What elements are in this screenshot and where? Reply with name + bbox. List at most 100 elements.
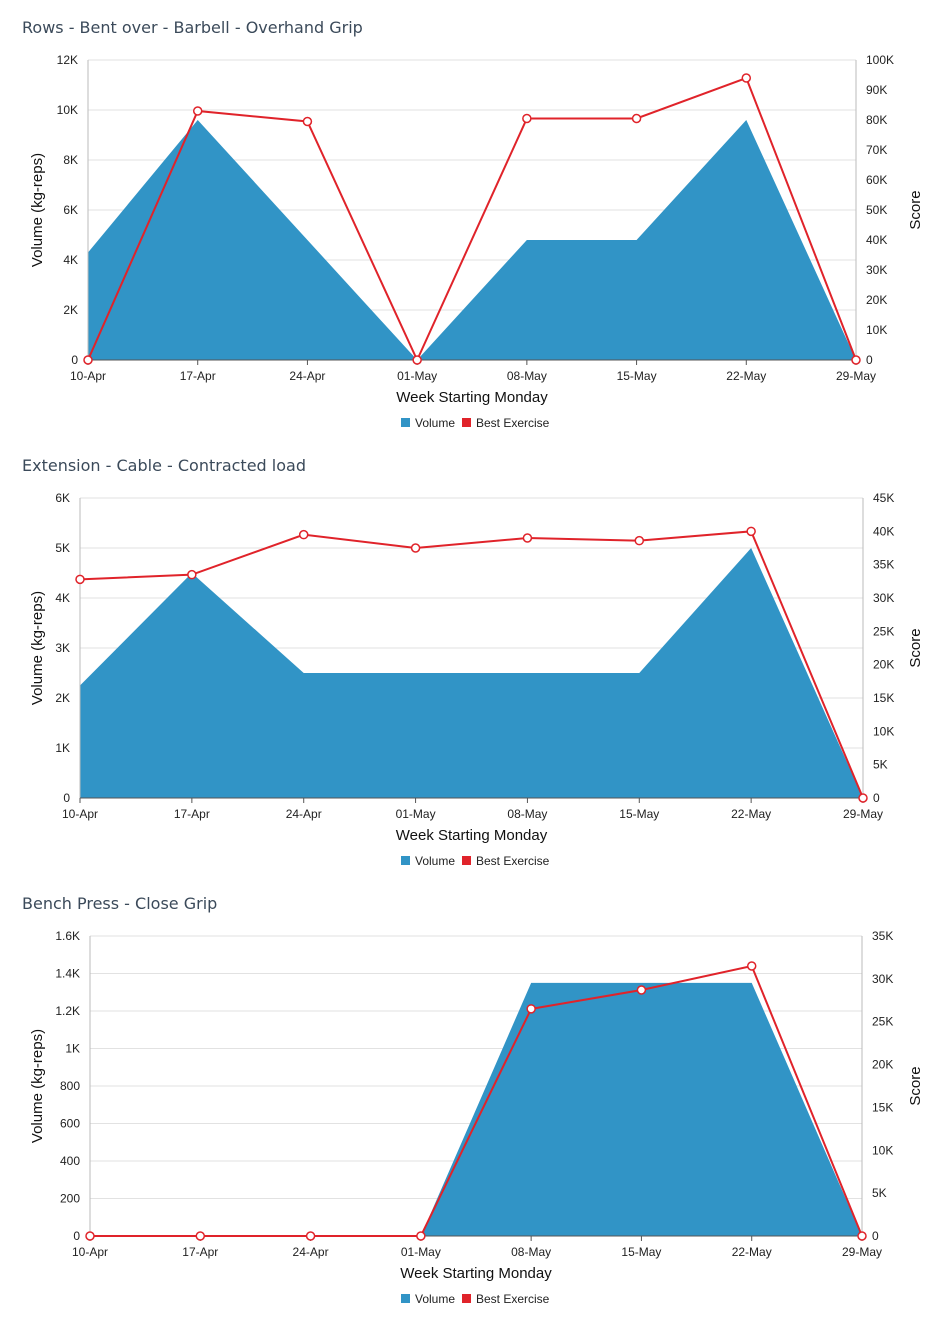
y2-tick-label: 0 [872, 1229, 879, 1243]
best-exercise-point [85, 1231, 95, 1241]
chart-title: Extension - Cable - Contracted load [22, 456, 306, 475]
legend-best-exercise-swatch [462, 418, 471, 427]
x-tick-label: 01-May [396, 807, 436, 821]
x-axis-title: Week Starting Monday [396, 827, 548, 844]
x-tick-label: 10-Apr [70, 369, 106, 383]
x-tick-label: 01-May [397, 369, 437, 383]
chart-title: Bench Press - Close Grip [22, 894, 218, 913]
x-tick-label: 22-May [732, 1245, 772, 1259]
best-exercise-point [634, 535, 645, 546]
best-exercise-point [302, 116, 313, 127]
legend-volume-swatch [401, 856, 410, 865]
x-tick-label: 22-May [731, 807, 771, 821]
y-tick-label: 2K [55, 691, 70, 705]
y2-tick-label: 30K [872, 972, 893, 986]
y-tick-label: 1.6K [55, 929, 80, 943]
y-tick-label: 12K [57, 53, 78, 67]
y2-tick-label: 70K [866, 143, 887, 157]
y2-axis-title: Score [907, 190, 924, 229]
y-tick-label: 8K [63, 153, 78, 167]
x-tick-label: 24-Apr [286, 807, 322, 821]
y2-axis-title: Score [907, 1066, 924, 1105]
y-axis-title: Volume (kg-reps) [29, 1029, 46, 1143]
chart-title: Rows - Bent over - Barbell - Overhand Gr… [22, 18, 363, 37]
x-tick-label: 24-Apr [289, 369, 325, 383]
best-exercise-point [636, 985, 647, 995]
y-tick-label: 1.4K [55, 967, 80, 981]
y2-tick-label: 25K [873, 624, 894, 638]
y2-tick-label: 60K [866, 173, 887, 187]
x-tick-label: 10-Apr [72, 1245, 108, 1259]
y-tick-label: 1K [55, 741, 70, 755]
y-axis-title: Volume (kg-reps) [29, 153, 46, 267]
legend-best-exercise-label: Best Exercise [476, 416, 550, 430]
y-tick-label: 6K [55, 491, 70, 505]
y2-tick-label: 40K [873, 524, 894, 538]
y2-tick-label: 20K [873, 658, 894, 672]
y2-tick-label: 0 [866, 353, 873, 367]
best-exercise-point [851, 355, 861, 365]
best-exercise-point [522, 113, 532, 124]
x-tick-label: 08-May [507, 807, 547, 821]
y2-tick-label: 40K [866, 233, 887, 247]
legend-best-exercise-label: Best Exercise [476, 854, 550, 868]
y2-tick-label: 15K [872, 1100, 893, 1114]
legend-best-exercise-label: Best Exercise [476, 1292, 550, 1306]
volume-area [80, 548, 863, 798]
best-exercise-point [83, 355, 93, 365]
x-tick-label: 17-Apr [174, 807, 210, 821]
y2-tick-label: 50K [866, 203, 887, 217]
x-tick-label: 15-May [617, 369, 657, 383]
best-exercise-point [410, 543, 421, 553]
best-exercise-line [90, 964, 863, 1237]
y2-tick-label: 90K [866, 83, 887, 97]
legend-volume-swatch [401, 1294, 410, 1303]
y-tick-label: 6K [63, 203, 78, 217]
best-exercise-point [305, 1231, 316, 1241]
y2-tick-label: 35K [872, 929, 893, 943]
best-exercise-point [858, 793, 868, 803]
best-exercise-point [631, 113, 642, 124]
y2-tick-label: 100K [866, 53, 894, 67]
y-tick-label: 4K [55, 591, 70, 605]
chart-svg: 0 200 400 600 800 1K 1.2K 1.4K 1.6K 0 5K 10K 15K 20K 2… [29, 929, 924, 1306]
y-tick-label: 800 [60, 1079, 80, 1093]
x-tick-label: 29-May [842, 1245, 882, 1259]
y2-tick-label: 20K [872, 1058, 893, 1072]
x-axis-title: Week Starting Monday [400, 1265, 552, 1282]
volume-area [88, 120, 856, 360]
best-exercise-point [746, 961, 757, 971]
chart-svg: 0 2K 4K 6K 8K 10K 12K 0 10K 20K 30K 40K 50K 60K 70K 80K… [29, 53, 924, 430]
best-exercise-point [416, 1231, 426, 1241]
best-exercise-point [187, 569, 197, 580]
x-tick-label: 15-May [621, 1245, 661, 1259]
y2-tick-label: 80K [866, 113, 887, 127]
chart-bench-press: Bench Press - Close Grip 0 200 400 600 800 1K… [0, 876, 952, 1314]
y2-tick-label: 10K [866, 323, 887, 337]
best-exercise-point [526, 1004, 536, 1014]
chart-svg: 0 1K 2K 3K 4K 5K 6K 0 5K 10K 15K 20K 25K 30K 35K 40K 45K… [29, 491, 924, 868]
legend-volume-label: Volume [415, 1292, 455, 1306]
volume-area [90, 982, 862, 1236]
y2-tick-label: 20K [866, 293, 887, 307]
y-tick-label: 10K [57, 103, 78, 117]
best-exercise-point [741, 73, 752, 83]
x-tick-label: 29-May [836, 369, 876, 383]
best-exercise-point [522, 533, 533, 543]
y2-tick-label: 30K [866, 263, 887, 277]
y2-tick-label: 30K [873, 591, 894, 605]
chart-rows-bent-over: Rows - Bent over - Barbell - Overhand Gr… [0, 0, 952, 438]
y-tick-label: 0 [63, 791, 70, 805]
legend-best-exercise-swatch [462, 1294, 471, 1303]
y2-tick-label: 5K [873, 758, 888, 772]
y-tick-label: 1.2K [55, 1004, 80, 1018]
best-exercise-point [746, 526, 756, 537]
y-tick-label: 400 [60, 1154, 80, 1168]
best-exercise-line [87, 76, 857, 363]
y-tick-label: 200 [60, 1192, 80, 1206]
y-tick-label: 1K [65, 1042, 80, 1056]
legend-volume-swatch [401, 418, 410, 427]
y-tick-label: 0 [71, 353, 78, 367]
y2-tick-label: 25K [872, 1015, 893, 1029]
y2-tick-label: 0 [873, 791, 880, 805]
